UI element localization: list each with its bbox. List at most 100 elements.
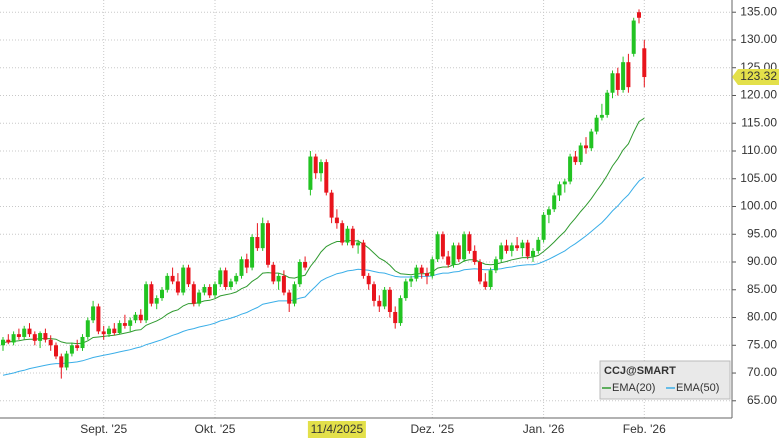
candle-body <box>175 281 180 293</box>
candle-body <box>117 323 122 334</box>
x-tick-label: Okt. '25 <box>195 422 236 436</box>
candle-body <box>578 145 583 163</box>
candle-body <box>425 273 429 276</box>
ema-line <box>2 117 645 345</box>
legend-title: CCJ@SMART <box>604 365 676 377</box>
candle-body <box>202 286 207 293</box>
candle-body <box>531 250 535 257</box>
candle-body <box>133 314 138 321</box>
candle-body <box>356 242 361 246</box>
candle-body <box>255 237 260 249</box>
candle-body <box>594 117 599 132</box>
candle-body <box>515 245 520 249</box>
candle-body <box>138 314 143 321</box>
candle-body <box>207 286 212 296</box>
candle-body <box>308 156 313 190</box>
candle-body <box>191 284 196 304</box>
candle-body <box>541 214 546 240</box>
y-tick-label: 65.00 <box>747 393 777 407</box>
candle-body <box>16 334 21 337</box>
candle-body <box>48 339 53 346</box>
candle-body <box>271 264 276 282</box>
candle-body <box>107 328 111 335</box>
candle-body <box>488 270 493 287</box>
candle-body <box>292 284 297 304</box>
y-tick-label: 135.00 <box>740 4 777 18</box>
candle-body <box>483 281 488 287</box>
ema-line <box>2 176 645 376</box>
candle-body <box>313 156 318 174</box>
candle-body <box>234 275 239 282</box>
y-tick-label: 130.00 <box>740 32 777 46</box>
candle-body <box>350 228 355 246</box>
candle-body <box>430 259 435 276</box>
candle-body <box>509 245 514 251</box>
candle-body <box>435 234 440 260</box>
legend: CCJ@SMART EMA(20) EMA(50) <box>599 360 731 400</box>
candle-body <box>525 242 530 257</box>
candle-body <box>165 275 170 290</box>
y-tick-label: 80.00 <box>747 310 777 324</box>
candle-body <box>59 356 64 368</box>
candle-body <box>377 300 382 307</box>
candle-body <box>27 328 32 335</box>
candle-body <box>276 275 281 282</box>
candle-body <box>382 289 387 307</box>
legend-box <box>599 360 731 400</box>
candle-body <box>403 281 408 299</box>
candle-body <box>366 275 371 285</box>
candle-body <box>552 195 557 210</box>
candle-body <box>54 345 58 357</box>
candle-body <box>1 339 5 346</box>
candle-body <box>499 245 504 260</box>
candle-body <box>32 334 37 341</box>
candle-body <box>69 345 74 354</box>
candle-body <box>101 331 106 335</box>
y-tick-label: 110.00 <box>741 143 777 157</box>
candle-body <box>6 339 11 343</box>
candle-body <box>361 242 366 276</box>
candle-body <box>160 289 164 299</box>
candle-body <box>266 223 270 265</box>
candle-body <box>478 262 482 282</box>
candle-body <box>239 259 244 276</box>
y-tick-label: 75.00 <box>747 337 777 351</box>
candle-body <box>414 267 419 279</box>
candle-body <box>610 73 615 93</box>
candle-body <box>393 311 398 324</box>
candle-body <box>186 267 191 285</box>
candle-body <box>128 320 133 326</box>
last-price-label: 123.32 <box>740 69 777 83</box>
candle-body <box>91 306 96 321</box>
candle-body <box>536 239 541 251</box>
candle-body <box>345 228 350 243</box>
last-price-bg <box>732 69 779 86</box>
candle-body <box>112 328 117 334</box>
candle-body <box>80 336 85 349</box>
candle-body <box>568 156 573 182</box>
candle-body <box>38 333 43 341</box>
candle-body <box>43 333 48 340</box>
candle-body <box>197 292 202 304</box>
candle-body <box>22 328 27 337</box>
y-tick-label: 100.00 <box>740 199 777 213</box>
candle-body <box>562 181 567 185</box>
candle-body <box>387 289 392 312</box>
y-tick-label: 115.00 <box>741 115 777 129</box>
y-tick-label: 95.00 <box>747 226 777 240</box>
candle-body <box>319 162 323 174</box>
candle-body <box>605 92 610 115</box>
candle-body <box>303 262 308 268</box>
y-tick-label: 90.00 <box>747 254 777 268</box>
candle-body <box>398 298 403 324</box>
candle-body <box>250 237 255 268</box>
candle-body <box>170 275 175 282</box>
x-tick-label: Dez. '25 <box>410 422 454 436</box>
candle-body <box>324 162 329 193</box>
candle-body <box>520 242 525 249</box>
candle-body <box>409 278 414 282</box>
y-tick-label: 70.00 <box>747 365 777 379</box>
candle-body <box>615 73 620 90</box>
candle-body <box>11 334 16 343</box>
